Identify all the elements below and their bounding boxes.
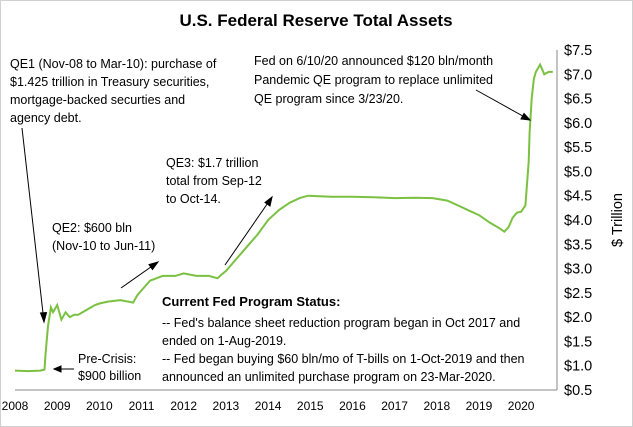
- x-ticks: 2008 2009 2010 2011 2012 2013 2014 2015 2016 2017…: [2, 399, 535, 413]
- annotation-qe2: QE2: $600 bln (Nov-10 to Jun-11): [52, 221, 155, 253]
- arrow-head-precrisis: [52, 365, 62, 373]
- x-tick-label: 2012: [170, 399, 197, 413]
- y-tick-label: $2.0: [564, 310, 592, 326]
- annotation-precrisis: Pre-Crisis: $900 billion: [78, 352, 141, 383]
- x-tick-label: 2009: [44, 399, 71, 413]
- annotation-precrisis-line: $900 billion: [78, 369, 141, 383]
- y-ticks: $0.5 $1.0 $1.5 $2.0 $2.5 $3.0 $3.5 $4.0 $4.5 $5.0…: [564, 43, 592, 399]
- x-tick-label: 2013: [213, 399, 240, 413]
- y-tick-label: $7.5: [564, 43, 592, 59]
- annotation-qe3-line: total from Sep-12: [166, 174, 262, 188]
- y-tick-label: $6.0: [564, 116, 592, 132]
- axes: [15, 50, 558, 391]
- x-tick-label: 2010: [86, 399, 113, 413]
- y-tick-label: $6.5: [564, 92, 592, 108]
- y-tick-label: $1.0: [564, 359, 592, 375]
- arrow-head-qe2: [148, 261, 160, 271]
- status-line: ended on 1-Aug-2019.: [162, 334, 286, 348]
- annotation-precrisis-line: Pre-Crisis:: [78, 352, 136, 366]
- y-tick-label: $3.0: [564, 262, 592, 278]
- chart-title: U.S. Federal Reserve Total Assets: [179, 11, 452, 30]
- annotation-qe1-line: mortgage-backed securties and: [10, 93, 185, 107]
- annotation-qe2-line: (Nov-10 to Jun-11): [52, 239, 155, 253]
- annotation-qe3: QE3: $1.7 trillion total from Sep-12 to …: [166, 156, 265, 206]
- status-line: -- Fed's balance sheet reduction program…: [162, 316, 520, 330]
- y-tick-label: $5.5: [564, 140, 592, 156]
- y-tick-label: $5.0: [564, 164, 592, 180]
- y-tick-label: $0.5: [564, 383, 592, 399]
- status-text: -- Fed's balance sheet reduction program…: [162, 316, 528, 384]
- y-axis-label: $ Trillion: [610, 193, 626, 247]
- x-tick-label: 2020: [508, 399, 535, 413]
- x-tick-label: 2017: [381, 399, 408, 413]
- x-tick-label: 2016: [339, 399, 366, 413]
- x-tick-label: 2018: [423, 399, 450, 413]
- y-tick-label: $4.5: [564, 189, 592, 205]
- annotation-pandemic-line: Fed on 6/10/20 announced $120 bln/month: [254, 54, 493, 68]
- annotation-pandemic: Fed on 6/10/20 announced $120 bln/month …: [254, 54, 497, 106]
- x-tick-label: 2019: [466, 399, 493, 413]
- arrow-qe3: [224, 196, 273, 266]
- annotation-qe3-line: to Oct-14.: [166, 192, 221, 206]
- arrow-head-qe3: [264, 195, 273, 207]
- arrow-pandemic: [475, 89, 531, 121]
- y-tick-label: $4.0: [564, 213, 592, 229]
- status-line: announced an unlimited purchase program …: [162, 370, 496, 384]
- y-tick-label: $7.0: [564, 67, 592, 83]
- annotation-arrows: [21, 89, 532, 373]
- annotation-qe2-line: QE2: $600 bln: [52, 221, 132, 235]
- annotation-qe1-line: $1.425 trillion in Treasury securities,: [10, 75, 209, 89]
- arrow-head-pandemic: [520, 112, 532, 121]
- x-tick-label: 2015: [297, 399, 324, 413]
- status-title: Current Fed Program Status:: [162, 294, 340, 309]
- annotation-qe3-line: QE3: $1.7 trillion: [166, 156, 258, 170]
- y-tick-label: $2.5: [564, 286, 592, 302]
- y-tick-label: $3.5: [564, 237, 592, 253]
- x-tick-label: 2011: [129, 399, 155, 413]
- status-line: -- Fed began buying $60 bln/mo of T-bill…: [162, 352, 525, 366]
- annotation-qe1: QE1 (Nov-08 to Mar-10): purchase of $1.4…: [10, 57, 220, 125]
- arrow-qe1: [21, 127, 45, 323]
- x-tick-label: 2014: [255, 399, 282, 413]
- annotation-qe1-line: agency debt.: [10, 111, 82, 125]
- annotation-pandemic-line: QE program since 3/23/20.: [254, 92, 403, 106]
- arrow-head-qe1: [39, 311, 48, 324]
- series-line-total-assets: [14, 62, 553, 373]
- x-tick-label: 2008: [2, 399, 29, 413]
- annotation-qe1-line: QE1 (Nov-08 to Mar-10): purchase of: [10, 57, 217, 71]
- y-tick-label: $1.5: [564, 334, 592, 350]
- annotation-pandemic-line: Pandemic QE program to replace unlimited: [254, 73, 493, 87]
